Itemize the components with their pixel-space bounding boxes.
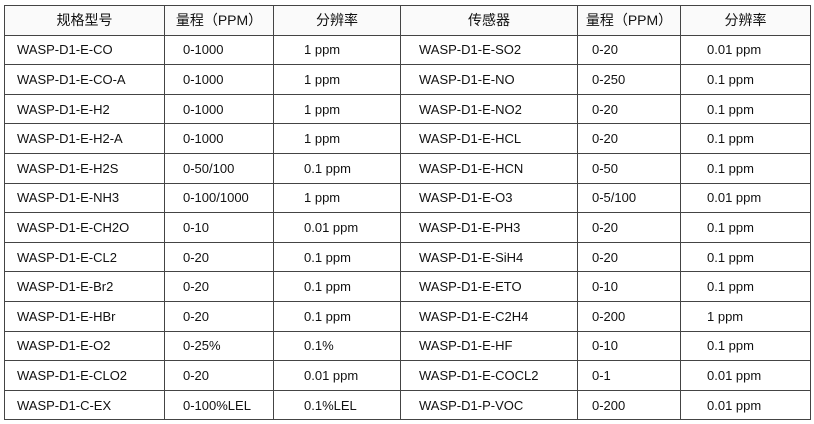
header-resolution-2: 分辨率 xyxy=(680,5,811,36)
cell-range: 0-10 xyxy=(164,212,274,243)
cell-resolution-2: 0.1 ppm xyxy=(680,123,811,154)
cell-range-2: 0-20 xyxy=(577,93,681,125)
cell-range: 0-1000 xyxy=(164,64,274,95)
cell-range-2: 0-250 xyxy=(577,64,681,95)
header-resolution: 分辨率 xyxy=(273,5,401,36)
cell-model: WASP-D1-E-HBr xyxy=(4,300,165,332)
cell-resolution-2: 1 ppm xyxy=(680,300,811,332)
cell-sensor: WASP-D1-E-NO xyxy=(400,64,578,95)
cell-sensor: WASP-D1-E-PH3 xyxy=(400,212,578,243)
cell-model: WASP-D1-E-H2S xyxy=(4,152,165,184)
table-row: WASP-D1-E-HBr 0-20 0.1 ppm WASP-D1-E-C2H4 0-… xyxy=(4,300,811,332)
cell-resolution: 0.01 ppm xyxy=(273,360,401,391)
cell-resolution: 1 ppm xyxy=(273,34,401,66)
cell-resolution: 1 ppm xyxy=(273,123,401,154)
table-row: WASP-D1-E-H2S 0-50/100 0.1 ppm WASP-D1-E-HC… xyxy=(4,152,811,184)
cell-range: 0-1000 xyxy=(164,123,274,154)
cell-sensor: WASP-D1-E-SiH4 xyxy=(400,241,578,273)
cell-range: 0-50/100 xyxy=(164,152,274,184)
cell-sensor: WASP-D1-E-HCL xyxy=(400,123,578,154)
cell-sensor: WASP-D1-E-O3 xyxy=(400,182,578,214)
table-row: WASP-D1-E-O2 0-25% 0.1% WASP-D1-E-HF 0-10 0.1… xyxy=(4,330,811,362)
cell-range-2: 0-20 xyxy=(577,123,681,154)
cell-model: WASP-D1-E-CH2O xyxy=(4,212,165,243)
cell-resolution-2: 0.01 ppm xyxy=(680,360,811,391)
header-row: 规格型号 量程（PPM） 分辨率 传感器 量程（PPM） 分辨率 xyxy=(4,5,811,36)
cell-sensor: WASP-D1-E-COCL2 xyxy=(400,360,578,391)
cell-range-2: 0-20 xyxy=(577,241,681,273)
cell-sensor: WASP-D1-E-NO2 xyxy=(400,93,578,125)
header-model: 规格型号 xyxy=(4,5,165,36)
cell-model: WASP-D1-E-H2-A xyxy=(4,123,165,154)
cell-model: WASP-D1-E-CL2 xyxy=(4,241,165,273)
cell-resolution-2: 0.1 ppm xyxy=(680,241,811,273)
table-row: WASP-D1-E-Br2 0-20 0.1 ppm WASP-D1-E-ETO 0-1… xyxy=(4,271,811,302)
cell-range-2: 0-1 xyxy=(577,360,681,391)
cell-sensor: WASP-D1-E-SO2 xyxy=(400,34,578,66)
cell-resolution-2: 0.01 ppm xyxy=(680,34,811,66)
cell-range-2: 0-5/100 xyxy=(577,182,681,214)
cell-resolution: 0.01 ppm xyxy=(273,212,401,243)
cell-resolution-2: 0.1 ppm xyxy=(680,64,811,95)
cell-model: WASP-D1-E-CO xyxy=(4,34,165,66)
cell-sensor: WASP-D1-E-ETO xyxy=(400,271,578,302)
cell-model: WASP-D1-E-Br2 xyxy=(4,271,165,302)
cell-model: WASP-D1-E-CO-A xyxy=(4,64,165,95)
table-row: WASP-D1-E-H2 0-1000 1 ppm WASP-D1-E-NO2 0-20… xyxy=(4,93,811,125)
cell-resolution: 0.1 ppm xyxy=(273,271,401,302)
cell-range-2: 0-200 xyxy=(577,389,681,421)
cell-range-2: 0-20 xyxy=(577,34,681,66)
cell-range: 0-20 xyxy=(164,241,274,273)
cell-resolution: 0.1% xyxy=(273,330,401,362)
cell-model: WASP-D1-E-H2 xyxy=(4,93,165,125)
cell-range: 0-20 xyxy=(164,300,274,332)
cell-resolution-2: 0.1 ppm xyxy=(680,152,811,184)
cell-sensor: WASP-D1-E-C2H4 xyxy=(400,300,578,332)
cell-resolution: 0.1%LEL xyxy=(273,389,401,421)
table-row: WASP-D1-E-CLO2 0-20 0.01 ppm WASP-D1-E-COCL… xyxy=(4,360,811,391)
cell-range: 0-20 xyxy=(164,360,274,391)
cell-resolution-2: 0.1 ppm xyxy=(680,93,811,125)
header-sensor: 传感器 xyxy=(400,5,578,36)
cell-resolution-2: 0.1 ppm xyxy=(680,330,811,362)
cell-range-2: 0-20 xyxy=(577,212,681,243)
header-range: 量程（PPM） xyxy=(164,5,274,36)
cell-range-2: 0-50 xyxy=(577,152,681,184)
cell-model: WASP-D1-E-NH3 xyxy=(4,182,165,214)
cell-range: 0-100%LEL xyxy=(164,389,274,421)
cell-range-2: 0-10 xyxy=(577,330,681,362)
cell-resolution: 1 ppm xyxy=(273,64,401,95)
table-row: WASP-D1-E-NH3 0-100/1000 1 ppm WASP-D1-E-O3… xyxy=(4,182,811,214)
cell-range: 0-20 xyxy=(164,271,274,302)
table-row: WASP-D1-E-CL2 0-20 0.1 ppm WASP-D1-E-SiH4 0-… xyxy=(4,241,811,273)
table-row: WASP-D1-E-CH2O 0-10 0.01 ppm WASP-D1-E-PH3 0… xyxy=(4,212,811,243)
cell-range: 0-25% xyxy=(164,330,274,362)
cell-range: 0-1000 xyxy=(164,93,274,125)
cell-resolution-2: 0.1 ppm xyxy=(680,271,811,302)
cell-resolution-2: 0.1 ppm xyxy=(680,212,811,243)
cell-resolution: 1 ppm xyxy=(273,182,401,214)
header-range-2: 量程（PPM） xyxy=(577,5,681,36)
table-row: WASP-D1-E-CO 0-1000 1 ppm WASP-D1-E-SO2 0-20… xyxy=(4,34,811,66)
cell-range: 0-1000 xyxy=(164,34,274,66)
cell-resolution: 0.1 ppm xyxy=(273,241,401,273)
table-row: WASP-D1-E-H2-A 0-1000 1 ppm WASP-D1-E-HCL 0-… xyxy=(4,123,811,154)
table-row: WASP-D1-E-CO-A 0-1000 1 ppm WASP-D1-E-NO 0-2… xyxy=(4,64,811,95)
cell-resolution: 0.1 ppm xyxy=(273,152,401,184)
cell-sensor: WASP-D1-E-HCN xyxy=(400,152,578,184)
cell-resolution-2: 0.01 ppm xyxy=(680,182,811,214)
cell-sensor: WASP-D1-P-VOC xyxy=(400,389,578,421)
cell-model: WASP-D1-E-CLO2 xyxy=(4,360,165,391)
sensor-spec-table: 规格型号 量程（PPM） 分辨率 传感器 量程（PPM） 分辨率 WASP-D1-E-CO… xyxy=(4,5,811,421)
cell-range: 0-100/1000 xyxy=(164,182,274,214)
cell-resolution: 1 ppm xyxy=(273,93,401,125)
cell-model: WASP-D1-E-O2 xyxy=(4,330,165,362)
cell-resolution: 0.1 ppm xyxy=(273,300,401,332)
cell-range-2: 0-200 xyxy=(577,300,681,332)
cell-resolution-2: 0.01 ppm xyxy=(680,389,811,421)
table-row: WASP-D1-C-EX 0-100%LEL 0.1%LEL WASP-D1-P-VO… xyxy=(4,389,811,421)
cell-model: WASP-D1-C-EX xyxy=(4,389,165,421)
cell-range-2: 0-10 xyxy=(577,271,681,302)
cell-sensor: WASP-D1-E-HF xyxy=(400,330,578,362)
